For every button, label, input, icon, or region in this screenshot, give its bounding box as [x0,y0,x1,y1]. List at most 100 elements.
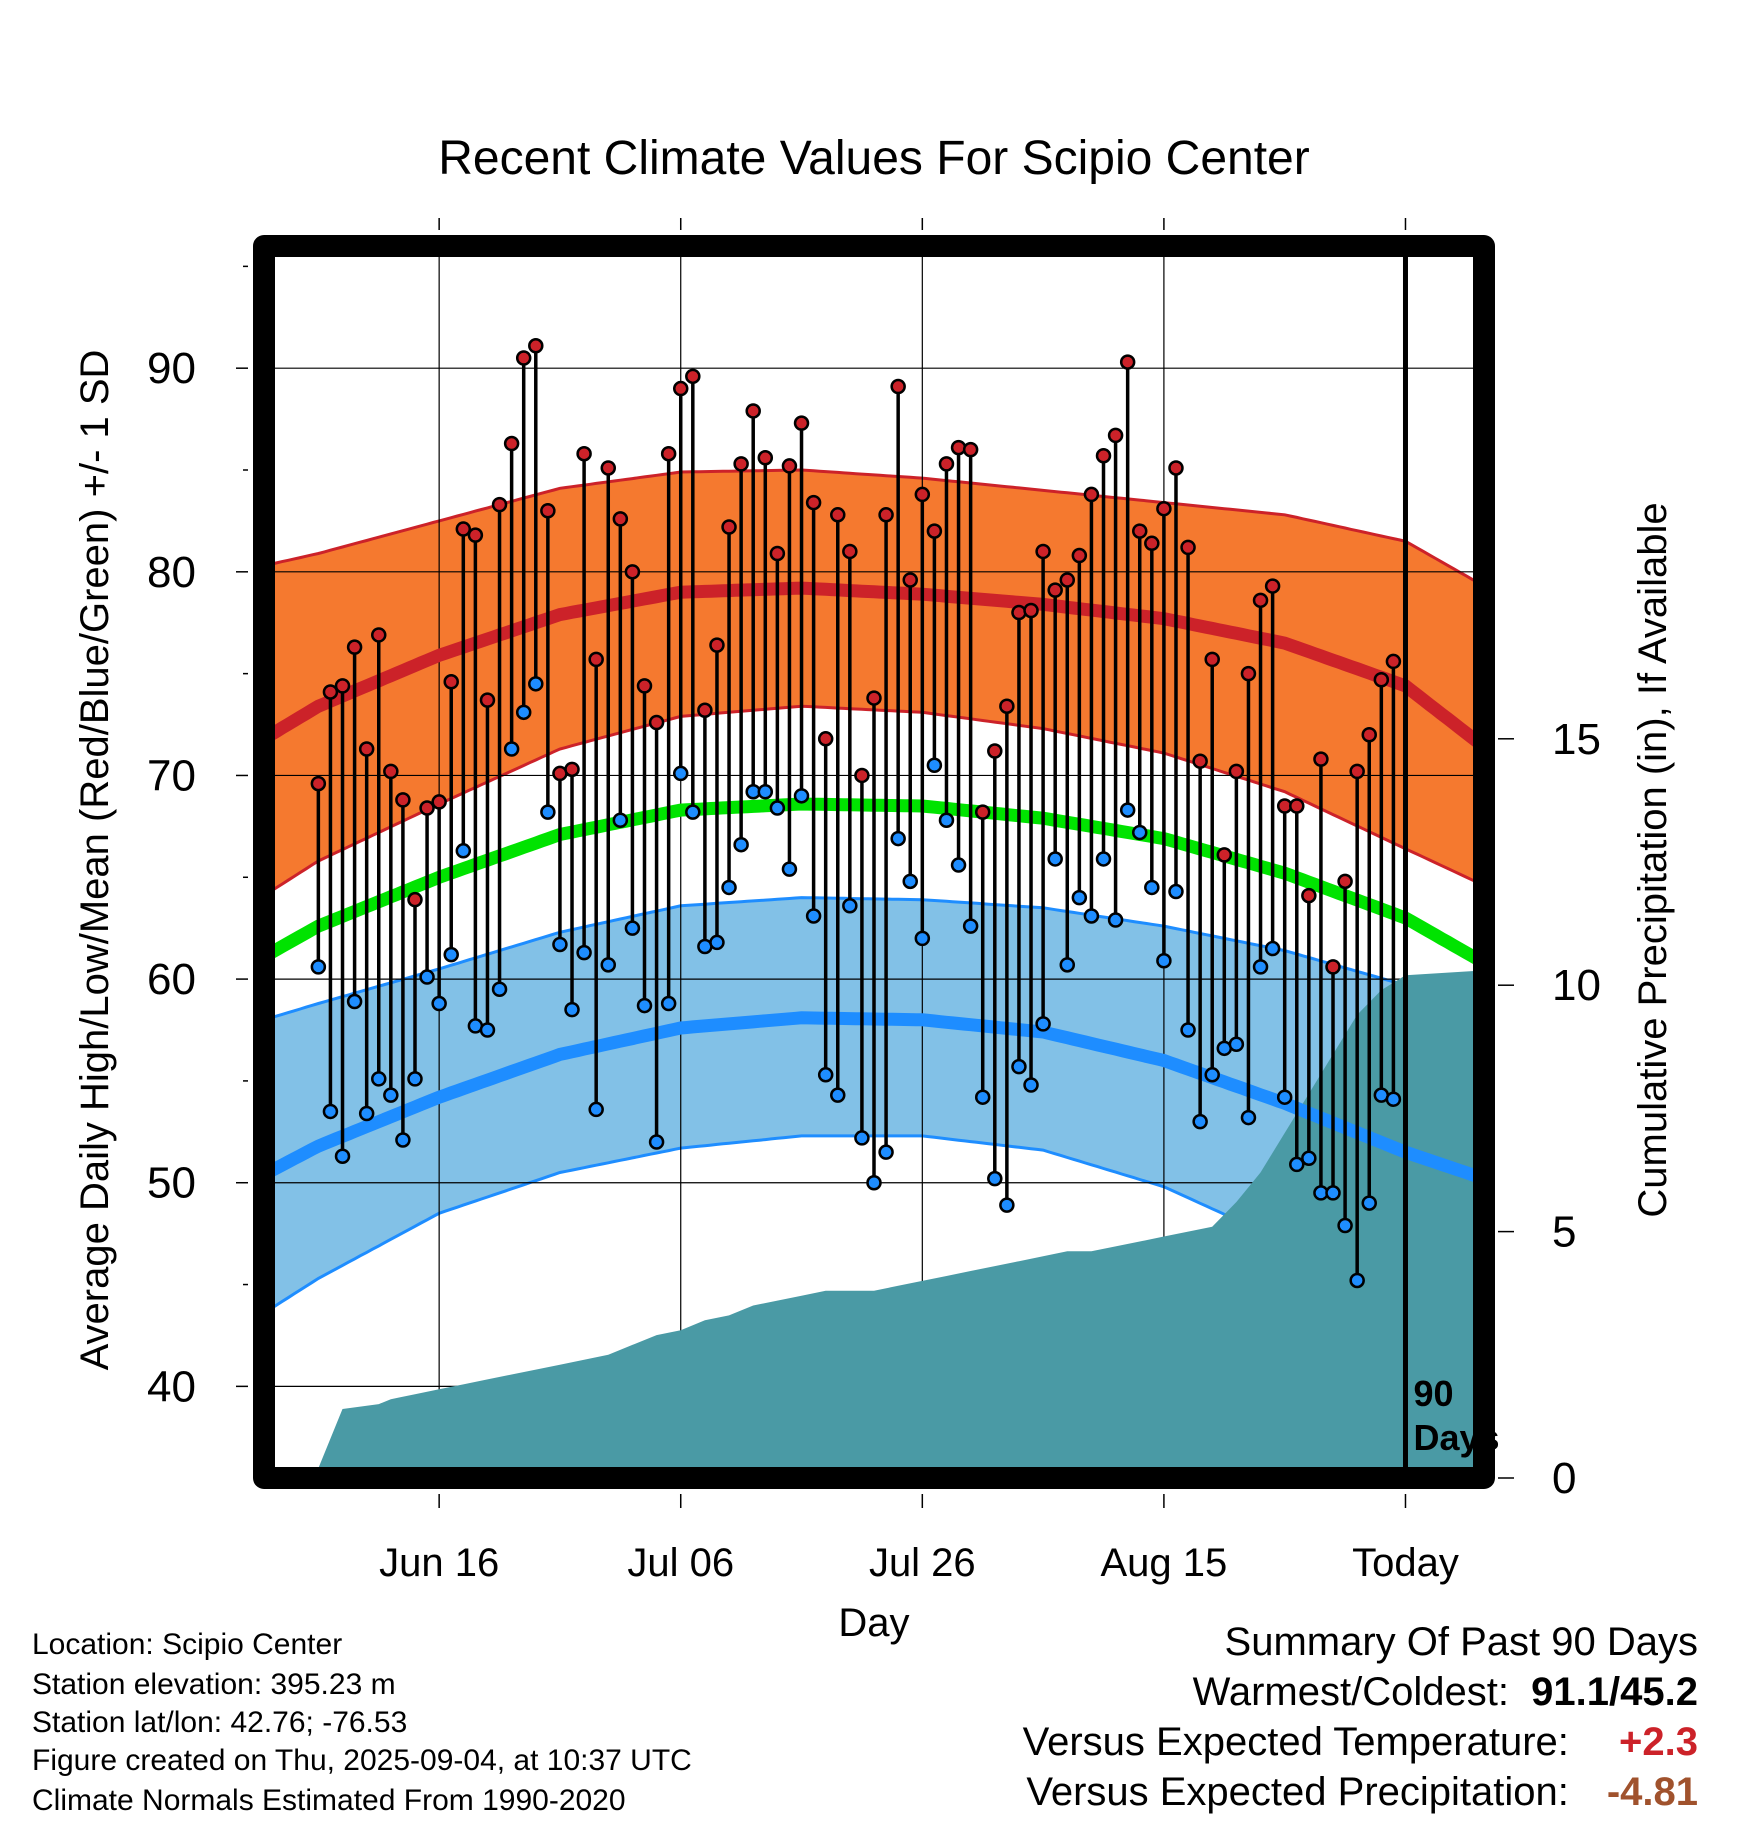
daily-low-point [1252,959,1269,975]
daily-low-point [1023,1077,1039,1093]
daily-low-point [395,1132,411,1148]
daily-low-point [1119,802,1136,818]
daily-high-point [443,674,459,690]
daily-low-point [334,1148,351,1165]
daily-high-point [383,763,399,780]
daily-low-point [733,836,749,853]
daily-high-point [854,767,870,784]
summary-warmest-value: 91.1/45.2 [1531,1670,1698,1714]
daily-low-point [721,879,737,896]
daily-high-point [491,496,508,513]
summary-temp-label: Versus Expected Temperature: [1022,1720,1569,1764]
daily-high-point [431,794,447,810]
daily-high-point [358,741,375,757]
daily-high-point [781,458,798,474]
precip-area [264,970,1484,1478]
daily-high-point [926,523,943,539]
daily-low-point [1289,1156,1305,1173]
y2-axis-label: Cumulative Precipitation (in), If Availa… [1631,502,1675,1217]
daily-low-point [1204,1067,1220,1083]
summary-temp-value: +2.3 [1619,1720,1698,1764]
daily-high-point [733,456,749,472]
plot-frame [253,235,1495,1489]
today-days-label: 90 [1413,1373,1453,1414]
daily-high-point [576,445,592,462]
daily-low-point [950,857,967,873]
footer-location: Location: Scipio Center [32,1628,343,1661]
daily-low-point [322,1103,339,1120]
daily-high-point [709,637,725,653]
daily-high-point [962,441,979,458]
daily-low-point [612,812,629,829]
summary-heading: Summary Of Past 90 Days [1224,1620,1698,1664]
daily-high-point [612,511,629,527]
daily-low-point [576,944,592,961]
daily-low-point [515,704,532,721]
y-tick-label: 60 [147,955,196,1004]
daily-low-point [1011,1058,1027,1075]
daily-high-point [1095,447,1112,464]
daily-low-point [1228,1036,1245,1053]
daily-high-point [1119,354,1136,370]
daily-high-point [1035,543,1051,560]
daily-high-point [455,521,472,537]
daily-low-point [854,1130,870,1146]
daily-high-point [467,527,484,543]
daily-high-point [1083,486,1100,503]
daily-low-point [866,1174,882,1191]
daily-high-point [346,639,363,655]
daily-high-point [1023,602,1039,619]
footer-elevation: Station elevation: 395.23 m [32,1668,396,1701]
normal-high-line [260,581,1489,753]
daily-high-point [1144,535,1160,552]
daily-low-point [1180,1022,1196,1038]
daily-low-point [1035,1016,1051,1032]
daily-high-point [902,572,918,588]
summary-precip-value: -4.81 [1606,1770,1698,1814]
footer-normals: Climate Normals Estimated From 1990-2020 [32,1784,626,1817]
daily-high-point [1373,671,1390,688]
daily-low-point [624,920,641,936]
daily-high-point [1313,751,1329,767]
y-tick-label: 70 [147,751,196,800]
daily-high-point [1349,763,1365,780]
daily-low-point [491,981,508,998]
daily-low-point [1156,953,1172,969]
daily-high-point [672,380,689,397]
y-tick-label: 50 [147,1159,196,1208]
daily-high-point [793,415,810,431]
daily-high-point [830,507,846,523]
daily-low-point [685,804,701,820]
y-axis-label: Average Daily High/Low/Mean (Red/Blue/Gr… [73,350,117,1371]
daily-low-point [346,993,363,1010]
daily-low-point [1264,940,1281,957]
daily-high-point [515,350,532,366]
daily-high-point [842,543,858,560]
daily-low-point [443,946,459,963]
daily-low-point [540,804,556,820]
high-sd-upper-line [263,468,1485,588]
x-tick-label: Jun 16 [379,1541,499,1585]
daily-low-point [503,741,520,757]
y2-tick-label: 10 [1552,961,1601,1010]
daily-low-point [660,995,677,1012]
daily-high-point [1107,427,1124,444]
daily-low-point [769,800,786,816]
daily-low-point [479,1022,496,1038]
daily-high-point [419,800,435,816]
daily-high-point [1071,547,1088,564]
daily-low-point [1144,879,1160,896]
daily-high-point [1168,460,1184,476]
y2-tick-label: 5 [1552,1208,1576,1257]
daily-high-point [660,445,677,462]
daily-high-point [974,804,991,820]
daily-high-point [999,698,1015,714]
daily-low-point [358,1105,375,1122]
footer-created: Figure created on Thu, 2025-09-04, at 10… [32,1744,692,1777]
daily-high-point [407,891,423,908]
daily-low-point [564,1001,580,1018]
daily-low-point [1059,957,1076,973]
daily-low-point [1107,912,1124,928]
daily-high-point [1192,753,1208,769]
daily-high-point [1047,582,1063,598]
